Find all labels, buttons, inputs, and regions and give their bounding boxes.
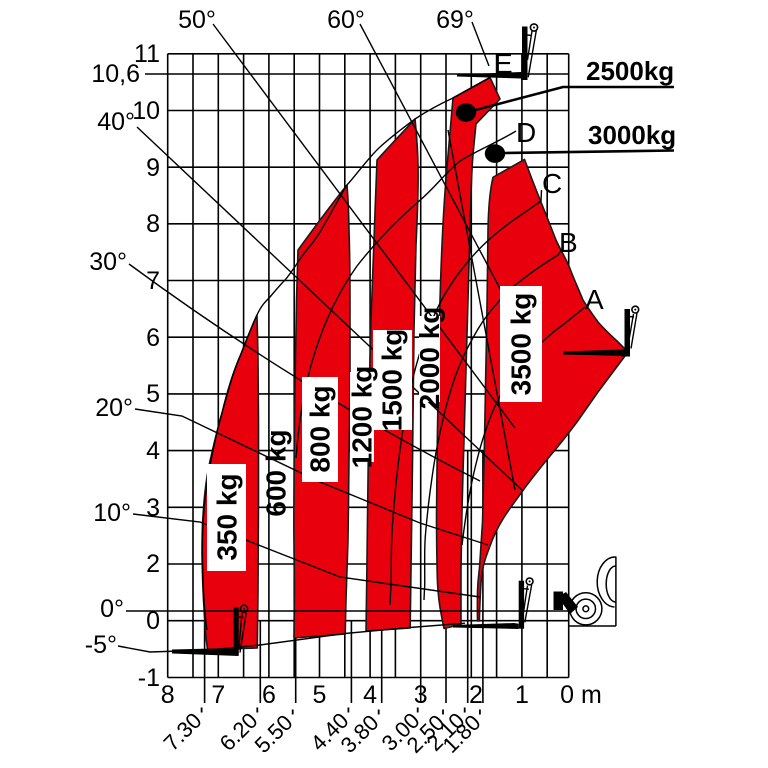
svg-text:8: 8 xyxy=(146,210,160,238)
svg-text:5: 5 xyxy=(146,380,160,408)
svg-text:3500 kg: 3500 kg xyxy=(506,293,537,396)
svg-text:10,6: 10,6 xyxy=(91,60,140,88)
svg-text:C: C xyxy=(542,168,562,199)
svg-text:1200 kg: 1200 kg xyxy=(347,366,378,469)
svg-text:69°: 69° xyxy=(436,6,474,34)
svg-text:600 kg: 600 kg xyxy=(261,429,292,516)
svg-text:2000 kg: 2000 kg xyxy=(414,307,445,410)
svg-text:A: A xyxy=(585,284,604,315)
svg-text:2500kg: 2500kg xyxy=(586,56,674,86)
svg-text:0°: 0° xyxy=(100,595,124,623)
svg-text:D: D xyxy=(516,117,536,148)
svg-text:30°: 30° xyxy=(89,248,127,276)
svg-text:B: B xyxy=(559,227,578,258)
svg-text:0 m: 0 m xyxy=(560,681,602,709)
svg-text:3000kg: 3000kg xyxy=(588,120,676,150)
svg-text:20°: 20° xyxy=(95,394,133,422)
svg-text:7: 7 xyxy=(146,267,160,295)
svg-text:-5°: -5° xyxy=(85,631,117,659)
svg-text:1500 kg: 1500 kg xyxy=(377,329,408,432)
svg-text:6: 6 xyxy=(146,324,160,352)
svg-text:6: 6 xyxy=(262,681,276,709)
svg-text:5: 5 xyxy=(313,681,327,709)
svg-text:4: 4 xyxy=(363,681,377,709)
svg-text:60°: 60° xyxy=(327,6,365,34)
svg-text:11: 11 xyxy=(134,40,160,68)
svg-text:2: 2 xyxy=(146,550,160,578)
svg-text:7: 7 xyxy=(211,681,225,709)
svg-text:3: 3 xyxy=(414,681,428,709)
svg-text:10°: 10° xyxy=(93,499,131,527)
svg-text:E: E xyxy=(494,48,513,79)
svg-text:0: 0 xyxy=(146,607,160,635)
svg-text:1: 1 xyxy=(515,681,529,709)
svg-text:350 kg: 350 kg xyxy=(212,473,243,560)
svg-text:8: 8 xyxy=(161,681,175,709)
svg-text:2: 2 xyxy=(469,681,483,709)
svg-text:3: 3 xyxy=(146,494,160,522)
svg-text:800 kg: 800 kg xyxy=(305,385,336,472)
svg-text:-1: -1 xyxy=(138,664,160,692)
svg-text:10: 10 xyxy=(132,97,160,125)
svg-text:9: 9 xyxy=(146,154,160,182)
svg-text:4: 4 xyxy=(146,437,160,465)
svg-text:40°: 40° xyxy=(97,108,135,136)
svg-text:50°: 50° xyxy=(178,6,216,34)
